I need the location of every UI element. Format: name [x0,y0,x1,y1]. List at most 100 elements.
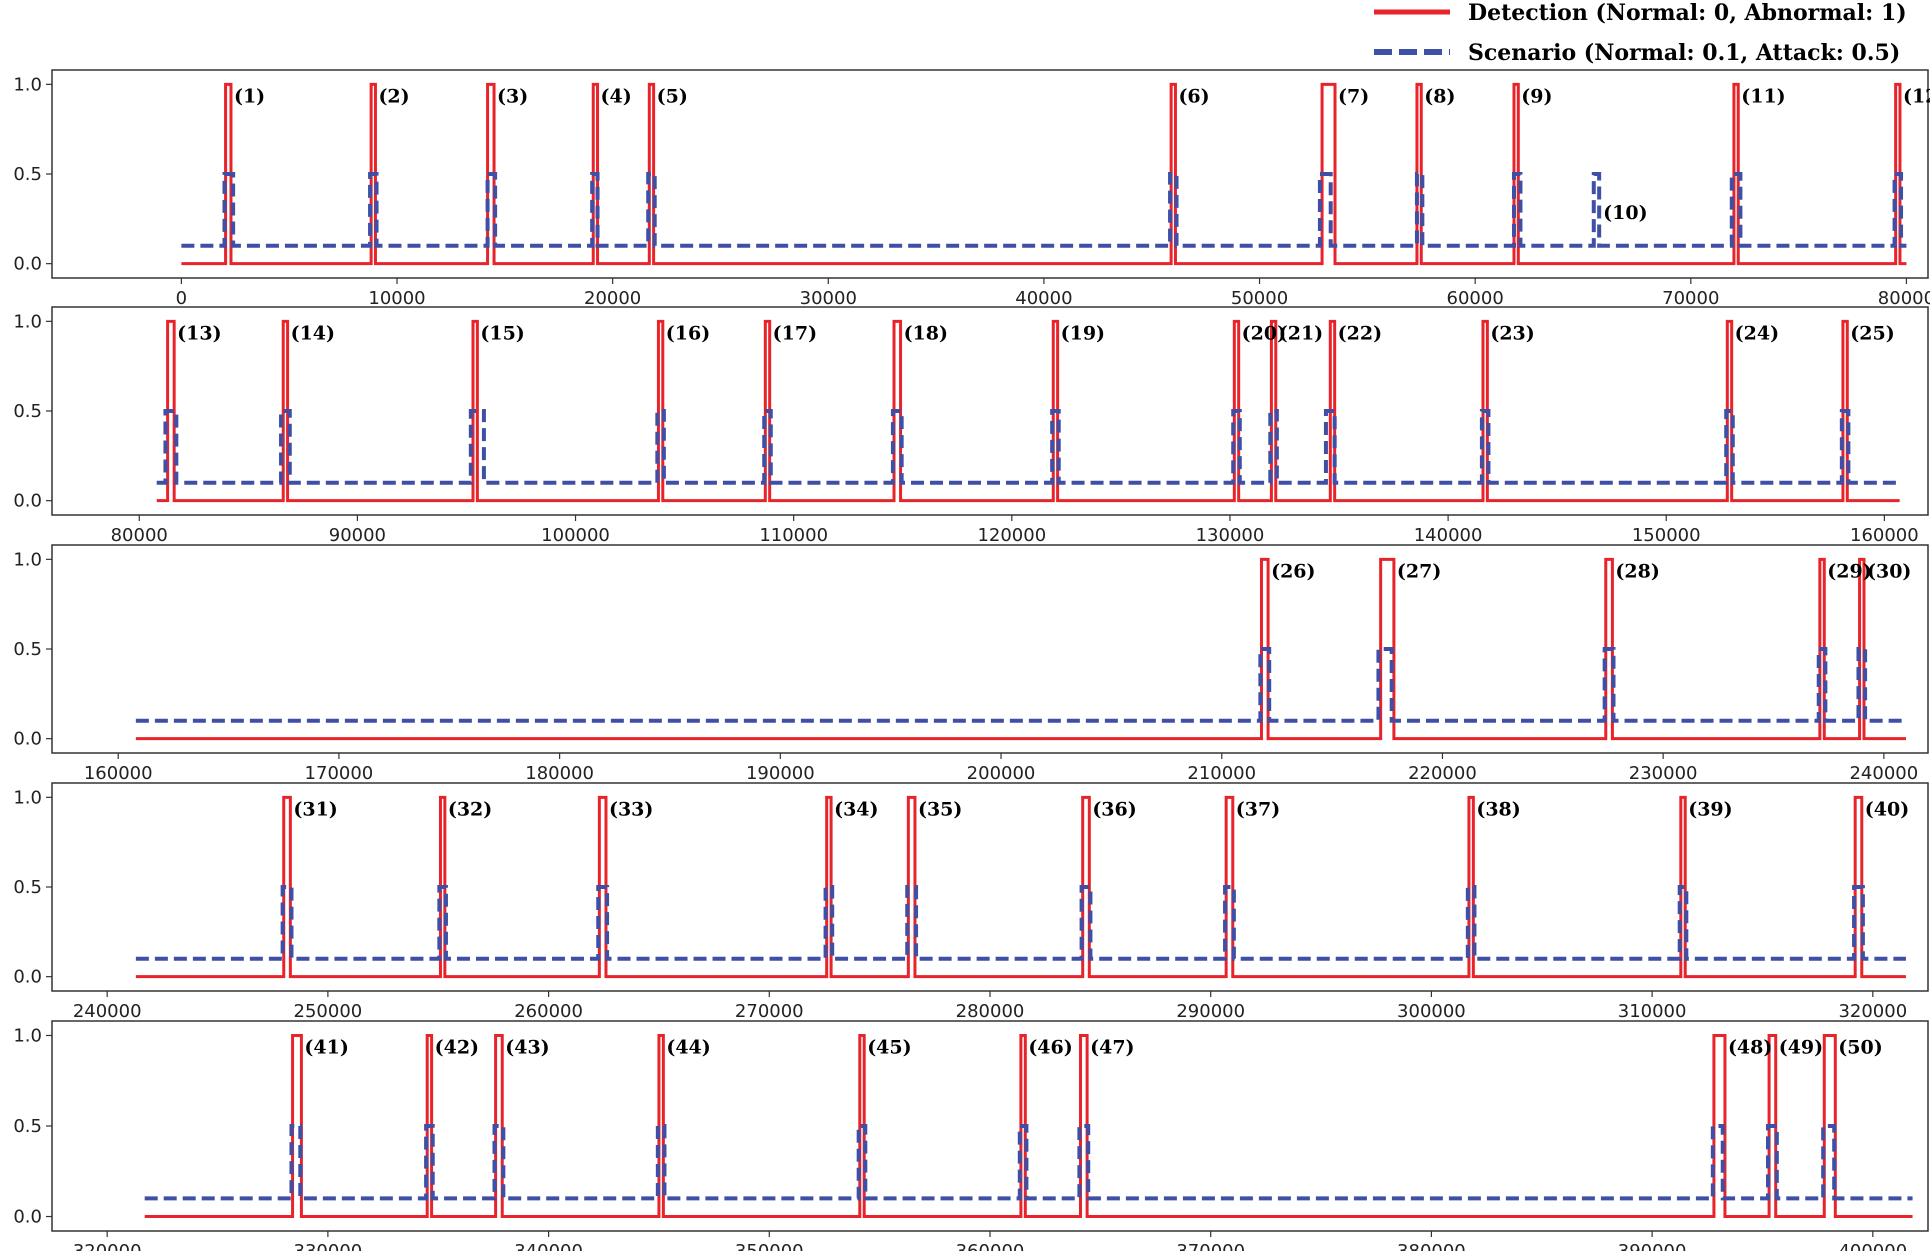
x-tick-label: 330000 [294,1241,363,1251]
x-tick-label: 80000 [111,525,168,546]
x-tick-label: 200000 [967,763,1036,784]
event-label: (23) [1490,322,1534,344]
detection-series [144,1033,1913,1219]
event-label: (3) [497,85,528,107]
y-tick-label: 1.0 [13,311,42,332]
panel-4: 0.0 0.5 1.0 240000 250000 260000 270000 280000 2… [13,782,1929,1022]
x-tick-label: 70000 [1662,288,1719,309]
scenario-series [156,409,1900,485]
event-label: (39) [1688,798,1732,820]
y-tick-label: 0.0 [13,254,42,275]
event-label: (37) [1236,798,1280,820]
x-tick-label: 110000 [759,525,828,546]
event-label: (36) [1092,798,1136,820]
event-label: (34) [834,798,878,820]
scenario-series [135,647,1906,723]
y-tick-label: 0.0 [13,729,42,750]
x-tick-label: 360000 [956,1241,1025,1251]
x-tick-label: 290000 [1176,1001,1245,1022]
event-label: (33) [609,798,653,820]
x-tick-label: 130000 [1196,525,1265,546]
event-label: (42) [435,1037,479,1059]
event-label: (31) [293,798,337,820]
event-label: (26) [1271,560,1315,582]
y-tick-label: 0.0 [13,1207,42,1228]
x-tick-label: 10000 [368,288,425,309]
event-label: (45) [867,1037,911,1059]
x-tick-label: 210000 [1187,763,1256,784]
event-label: (9) [1521,85,1552,107]
detection-series [156,319,1900,503]
x-tick-label: 20000 [584,288,641,309]
x-tick-label: 310000 [1618,1001,1687,1022]
x-tick-label: 230000 [1629,763,1698,784]
event-label: (21) [1279,322,1323,344]
x-tick-label: 240000 [73,1001,142,1022]
x-tick-label: 190000 [746,763,815,784]
event-label: (35) [918,798,962,820]
x-tick-label: 270000 [735,1001,804,1022]
x-tick-label: 340000 [514,1241,583,1251]
detection-series [135,795,1906,979]
event-label: (22) [1338,322,1382,344]
y-tick-label: 0.5 [13,639,42,660]
x-tick-label: 160000 [84,763,153,784]
event-label: (46) [1028,1037,1072,1059]
event-label: (16) [666,322,710,344]
scenario-series [181,172,1907,248]
event-label: (40) [1865,798,1909,820]
event-label: (49) [1779,1037,1823,1059]
panel-3: 0.0 0.5 1.0 160000 170000 180000 190000 200000 2… [13,544,1929,784]
event-label: (44) [666,1037,710,1059]
event-label: (47) [1090,1037,1134,1059]
event-label: (4) [601,85,632,107]
event-label: (2) [378,85,409,107]
scenario-series [144,1124,1913,1201]
x-tick-label: 400000 [1838,1241,1907,1251]
event-label: (20) [1242,322,1286,344]
event-label: (32) [448,798,492,820]
event-label: (29) [1827,560,1871,582]
event-label: (5) [657,85,688,107]
x-tick-label: 180000 [525,763,594,784]
chart-legend: Detection (Normal: 0, Abnormal: 1) Scena… [1374,0,1907,66]
event-label: (38) [1476,798,1520,820]
legend-label-scenario: Scenario (Normal: 0.1, Attack: 0.5) [1468,40,1900,66]
x-tick-label: 90000 [329,525,386,546]
x-tick-label: 170000 [305,763,374,784]
event-label: (41) [304,1037,348,1059]
y-tick-label: 1.0 [13,787,42,808]
y-tick-label: 0.0 [13,491,42,512]
x-tick-label: 240000 [1849,763,1918,784]
event-label: (28) [1615,560,1659,582]
panel-2: 0.0 0.5 1.0 80000 90000 100000 110000 120000 130… [13,306,1929,546]
x-tick-label: 250000 [294,1001,363,1022]
event-label: (8) [1424,85,1455,107]
x-tick-label: 50000 [1231,288,1288,309]
y-tick-label: 0.5 [13,877,42,898]
y-tick-label: 0.5 [13,164,42,185]
event-label: (17) [773,322,817,344]
event-label: (6) [1178,85,1209,107]
scenario-series [135,885,1906,961]
event-label: (1) [234,85,265,107]
x-tick-label: 320000 [73,1241,142,1251]
x-tick-label: 150000 [1632,525,1701,546]
event-label: (13) [177,322,221,344]
x-tick-label: 160000 [1850,525,1919,546]
event-label: (43) [505,1037,549,1059]
event-label: (14) [291,322,335,344]
x-tick-label: 320000 [1838,1001,1907,1022]
x-tick-label: 370000 [1176,1241,1245,1251]
y-tick-label: 1.0 [13,549,42,570]
y-tick-label: 0.5 [13,401,42,422]
x-tick-label: 300000 [1397,1001,1466,1022]
x-tick-label: 30000 [800,288,857,309]
event-label: (50) [1838,1037,1882,1059]
x-tick-label: 220000 [1408,763,1477,784]
x-tick-label: 140000 [1414,525,1483,546]
event-label: (12) [1903,85,1930,107]
event-label: (19) [1061,322,1105,344]
event-label: (30) [1867,560,1911,582]
x-tick-label: 100000 [541,525,610,546]
